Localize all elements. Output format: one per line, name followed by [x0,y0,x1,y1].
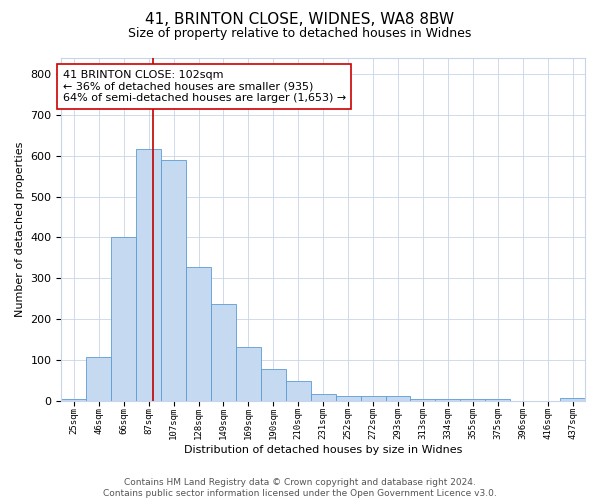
Bar [460,399,485,401]
Bar [311,394,335,401]
Text: 41, BRINTON CLOSE, WIDNES, WA8 8BW: 41, BRINTON CLOSE, WIDNES, WA8 8BW [145,12,455,28]
Bar [410,399,436,401]
Bar [386,396,410,401]
Text: Size of property relative to detached houses in Widnes: Size of property relative to detached ho… [128,28,472,40]
Bar [111,238,136,401]
Bar [186,267,211,401]
Bar [560,398,585,401]
Bar [161,160,186,401]
Bar [286,380,311,401]
Bar [335,396,361,401]
Text: 41 BRINTON CLOSE: 102sqm
← 36% of detached houses are smaller (935)
64% of semi-: 41 BRINTON CLOSE: 102sqm ← 36% of detach… [62,70,346,103]
Bar [236,346,261,401]
X-axis label: Distribution of detached houses by size in Widnes: Distribution of detached houses by size … [184,445,463,455]
Bar [261,370,286,401]
Bar [361,396,386,401]
Bar [136,148,161,401]
Y-axis label: Number of detached properties: Number of detached properties [15,142,25,317]
Bar [211,304,236,401]
Bar [485,399,510,401]
Bar [436,399,460,401]
Text: Contains HM Land Registry data © Crown copyright and database right 2024.
Contai: Contains HM Land Registry data © Crown c… [103,478,497,498]
Bar [86,357,111,401]
Bar [61,399,86,401]
